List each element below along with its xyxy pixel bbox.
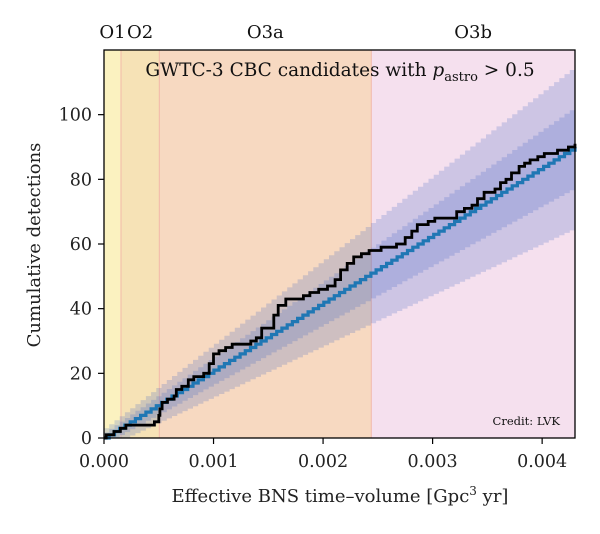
x-tick-label: 0.003: [408, 452, 458, 472]
run-region-o2: [120, 50, 160, 438]
x-axis: 0.000 0.001 0.002 0.003 0.004: [79, 438, 567, 472]
x-tick-label: 0.002: [298, 452, 348, 472]
y-tick-label: 60: [70, 235, 92, 255]
run-region-o3a: [159, 50, 372, 438]
x-axis-label-sup: 3: [469, 484, 477, 498]
run-label-o1: O1: [99, 22, 125, 43]
credit-label: Credit: LVK: [493, 414, 561, 428]
x-axis-label: Effective BNS time–volume [Gpc3 yr]: [172, 484, 509, 507]
y-tick-label: 20: [70, 364, 92, 384]
x-tick-label: 0.000: [79, 452, 129, 472]
observed-detections-line: [104, 143, 577, 440]
title-p-symbol: p: [432, 60, 444, 81]
run-region-o1: [104, 50, 121, 438]
x-tick-label: 0.004: [517, 452, 567, 472]
title-tail: > 0.5: [478, 60, 535, 81]
title-main: GWTC-3 CBC candidates with: [145, 60, 432, 81]
y-tick-label: 0: [81, 429, 92, 449]
observing-run-labels: O1 O2 O3a O3b: [99, 22, 492, 43]
y-tick-label: 80: [70, 170, 92, 190]
chart-title: GWTC-3 CBC candidates with pastro > 0.5: [145, 60, 534, 85]
y-axis-label: Cumulative detections: [24, 143, 45, 348]
x-tick-label: 0.001: [188, 452, 238, 472]
run-label-o3b: O3b: [454, 22, 492, 43]
title-p-subscript: astro: [444, 70, 478, 85]
x-axis-label-tail: yr]: [477, 486, 509, 507]
run-label-o2: O2: [127, 22, 153, 43]
y-tick-label: 40: [70, 300, 92, 320]
y-tick-label: 100: [59, 106, 92, 126]
y-axis: 0 20 40 60 80 100: [59, 106, 104, 449]
x-axis-label-main: Effective BNS time–volume [Gpc: [172, 486, 470, 507]
observed-detections-group: [104, 143, 577, 440]
run-label-o3a: O3a: [247, 22, 284, 43]
outer-confidence-band: [104, 70, 575, 438]
